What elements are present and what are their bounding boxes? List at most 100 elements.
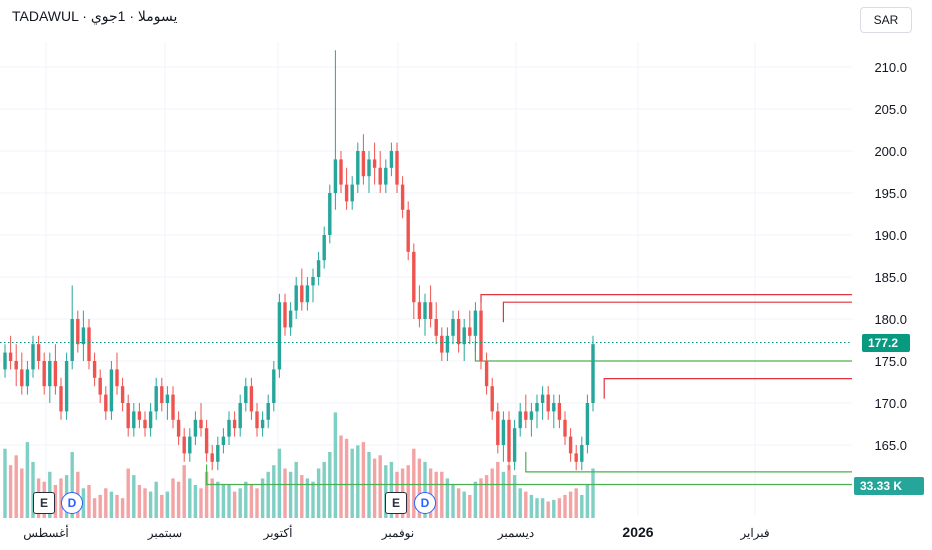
volume-bar — [535, 498, 539, 518]
candle-body — [518, 411, 522, 429]
candle-body — [350, 184, 354, 202]
volume-bar — [160, 494, 164, 518]
y-tick-label: 185.0 — [874, 270, 907, 285]
candle-body — [255, 411, 259, 429]
volume-bar — [227, 485, 231, 518]
candle-body — [412, 251, 416, 303]
candle-body — [260, 419, 265, 429]
candle-body — [98, 377, 102, 395]
candle-body — [378, 167, 382, 185]
volume-bar — [8, 465, 13, 518]
volume-bar — [384, 465, 388, 518]
candle-body — [367, 159, 371, 177]
volume-bar — [238, 488, 242, 518]
volume-bar — [109, 491, 114, 518]
candle-body — [244, 386, 248, 403]
volume-bar — [344, 438, 349, 518]
candle-body — [563, 419, 567, 437]
candle-body — [524, 411, 528, 420]
candle-body — [104, 394, 108, 412]
x-tick-label: 2026 — [622, 524, 653, 540]
volume-bar — [361, 442, 366, 518]
volume-bar — [339, 435, 343, 518]
support-line — [525, 451, 852, 473]
candle-body — [42, 361, 46, 387]
volume-bar — [126, 468, 130, 518]
candle-body — [165, 394, 170, 403]
volume-bar — [322, 461, 326, 518]
volume-bar — [137, 485, 142, 518]
candle-body — [249, 386, 254, 412]
candle-body — [395, 151, 399, 185]
volume-bar — [512, 475, 517, 518]
dividend-event-icon[interactable]: D — [61, 492, 83, 514]
volume-bar — [199, 488, 203, 518]
earnings-event-icon[interactable]: E — [33, 492, 55, 514]
candle-body — [92, 361, 97, 378]
candle-body — [333, 159, 338, 193]
earnings-event-icon[interactable]: E — [385, 492, 407, 514]
candle-body — [48, 361, 52, 387]
candle-body — [462, 327, 466, 345]
dividend-event-icon[interactable]: D — [414, 492, 436, 514]
candle-body — [344, 184, 349, 202]
candle-body — [132, 411, 136, 429]
volume-bar — [25, 442, 30, 518]
volume-bar — [552, 499, 556, 518]
candle-body — [25, 369, 30, 387]
volume-bar — [115, 494, 119, 518]
candle-body — [434, 319, 438, 336]
candle-body — [137, 411, 142, 420]
candle-body — [591, 344, 595, 403]
volume-bar — [3, 448, 7, 518]
candle-body — [574, 453, 578, 462]
y-tick-label: 200.0 — [874, 144, 907, 159]
y-tick-label: 195.0 — [874, 186, 907, 201]
volume-bar — [468, 494, 472, 518]
volume-bar — [445, 478, 450, 518]
x-tick-label: أكتوبر — [263, 525, 293, 540]
volume-bar — [272, 465, 276, 518]
candle-body — [384, 167, 388, 185]
volume-bar — [120, 498, 125, 518]
candle-body — [507, 419, 511, 462]
candle-body — [216, 445, 220, 462]
candle-body — [143, 419, 147, 429]
candle-body — [417, 302, 422, 319]
candle-body — [227, 419, 231, 437]
candle-body — [59, 386, 63, 412]
candle-body — [160, 386, 164, 403]
currency-button[interactable]: SAR — [860, 7, 912, 33]
candle-body — [428, 302, 433, 319]
volume-bar — [440, 471, 444, 518]
y-tick-label: 205.0 — [874, 102, 907, 117]
candle-body — [311, 277, 315, 286]
volume-bar — [210, 478, 214, 518]
volume-bar — [501, 471, 506, 518]
volume-bar — [557, 498, 562, 518]
candle-body — [148, 411, 153, 429]
volume-bar — [451, 485, 455, 518]
candle-body — [193, 419, 198, 437]
candle-body — [3, 352, 7, 370]
volume-bar — [244, 481, 248, 518]
candle-body — [283, 302, 287, 328]
candle-body — [109, 369, 114, 412]
candle-body — [294, 285, 298, 311]
volume-bar — [255, 488, 259, 518]
candle-body — [171, 394, 175, 420]
volume-bar — [496, 461, 500, 518]
volume-bar — [154, 481, 158, 518]
candle-body — [546, 394, 550, 412]
candle-body — [445, 335, 450, 353]
volume-bar — [316, 468, 321, 518]
volume-bar — [188, 478, 192, 518]
y-tick-label: 190.0 — [874, 228, 907, 243]
candle-body — [210, 453, 214, 462]
volume-bar — [434, 471, 438, 518]
candle-body — [120, 386, 125, 403]
candle-body — [300, 285, 304, 303]
volume-bar — [479, 478, 483, 518]
volume-bar — [92, 498, 97, 518]
